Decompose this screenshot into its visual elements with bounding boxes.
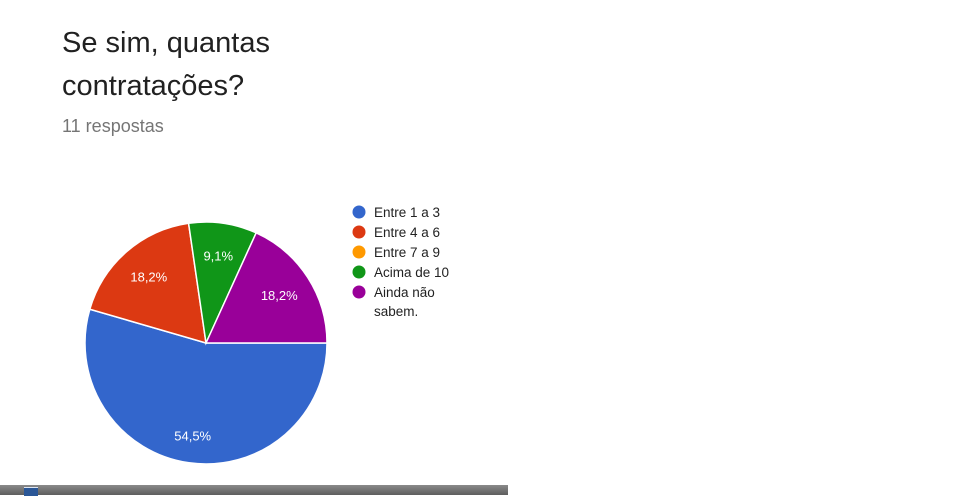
legend-marker: [352, 205, 366, 219]
slice-label: 18,2%: [261, 288, 298, 303]
legend-label: Ainda não: [374, 285, 435, 300]
legend-label: Entre 4 a 6: [374, 225, 440, 240]
legend-label: sabem.: [374, 304, 418, 319]
pie-slices: [84, 221, 328, 465]
taskbar: [0, 485, 508, 495]
question-title: Se sim, quantas contratações?: [62, 27, 270, 102]
legend-marker: [352, 245, 366, 259]
legend-marker: [352, 285, 366, 299]
legend-label: Entre 7 a 9: [374, 245, 440, 260]
pie-chart: 54,5% 18,2% 9,1% 18,2% Entre 1 a 3 Entre 4 a…: [84, 205, 449, 465]
response-summary-card: Se sim, quantas contratações? 11 respost…: [62, 27, 450, 465]
slice-label: 54,5%: [174, 428, 211, 443]
legend-label: Acima de 10: [374, 265, 449, 280]
pie-slice-labels: 54,5% 18,2% 9,1% 18,2%: [130, 249, 298, 444]
pie-slice-entre-1-a-3[interactable]: [84, 308, 328, 465]
slice-label: 9,1%: [203, 249, 233, 264]
response-count: 11 respostas: [62, 116, 164, 136]
legend-label: Entre 1 a 3: [374, 205, 440, 220]
window-icon[interactable]: [24, 487, 38, 496]
chart-legend: Entre 1 a 3 Entre 4 a 6 Entre 7 a 9 Acima d…: [352, 205, 449, 319]
pie-slice-ainda-n-o-sabem[interactable]: [204, 231, 328, 344]
slice-label: 18,2%: [130, 269, 167, 284]
legend-marker: [352, 265, 366, 279]
legend-marker: [352, 225, 366, 239]
pie-slice-entre-4-a-6[interactable]: [88, 222, 207, 345]
